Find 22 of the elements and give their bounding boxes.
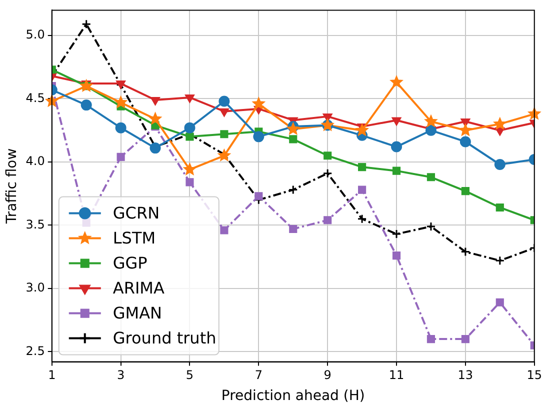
y-tick-label: 3.0 [26,280,45,295]
legend-label: ARIMA [112,278,164,298]
x-tick-label: 15 [526,368,542,382]
legend-label: Ground truth [112,328,216,348]
x-tick-label: 11 [388,368,404,382]
y-tick-label: 4.0 [26,154,45,168]
x-tick-label: 5 [186,368,194,382]
legend-label: GCRN [112,203,160,222]
y-axis-title: Traffic flow [4,148,20,225]
x-tick-label: 13 [458,368,474,382]
x-tick-label: 9 [324,368,332,382]
legend-label: LSTM [112,228,156,248]
y-tick-label: 5.0 [26,28,45,42]
x-tick-label: 1 [48,368,56,382]
x-axis-title: Prediction ahead (H) [221,388,365,404]
legend-label: GMAN [112,303,162,322]
y-tick-label: 4.5 [26,90,45,105]
x-tick-label: 3 [116,368,125,382]
legend-label: GGP [112,253,148,272]
y-tick-label: 3.5 [26,217,45,232]
y-tick-label: 2.5 [26,344,45,358]
x-tick-label: 7 [254,368,262,382]
